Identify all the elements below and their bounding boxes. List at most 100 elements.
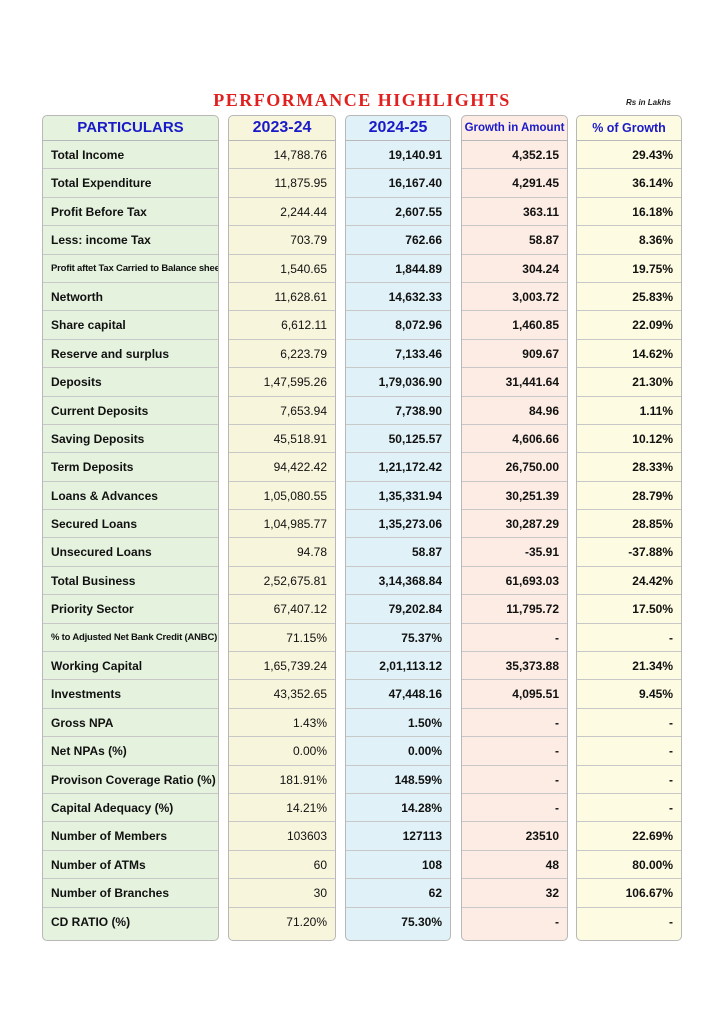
cell-fy-2024-25: 762.66: [346, 226, 450, 255]
cell-growth-percent: 28.85%: [577, 510, 681, 539]
row-label: Networth: [43, 283, 218, 312]
cell-growth-percent: -: [577, 766, 681, 794]
cell-fy-2023-24: 14.21%: [229, 794, 335, 823]
cell-fy-2024-25: 14.28%: [346, 794, 450, 823]
cell-fy-2023-24: 30: [229, 879, 335, 908]
row-label: Less: income Tax: [43, 226, 218, 255]
page-title: PERFORMANCE HIGHLIGHTS: [213, 90, 511, 110]
cell-fy-2023-24: 43,352.65: [229, 680, 335, 709]
cell-fy-2023-24: 71.20%: [286, 914, 327, 929]
cell-fy-2023-24: 1,65,739.24: [229, 652, 335, 681]
row-label: Provison Coverage Ratio (%): [43, 766, 218, 794]
row-label: Investments: [43, 680, 218, 709]
cell-fy-2023-24: 45,518.91: [229, 425, 335, 454]
cell-fy-2023-24: 0.00%: [229, 737, 335, 766]
row-label: Total Business: [43, 567, 218, 596]
column-header-particulars: PARTICULARS: [43, 116, 218, 141]
cell-growth-amount: 35,373.88: [462, 652, 567, 681]
cell-fy-2023-24: 67,407.12: [229, 595, 335, 624]
row-label: Deposits: [43, 368, 218, 397]
cell-fy-2023-24: 1.43%: [229, 709, 335, 738]
cell-fy-2024-25: 62: [346, 879, 450, 908]
cell-growth-percent: 17.50%: [577, 595, 681, 624]
cell-fy-2024-25: 1.50%: [346, 709, 450, 738]
cell-growth-amount: 3,003.72: [462, 283, 567, 312]
cell-growth-percent: 25.83%: [577, 283, 681, 312]
cell-fy-2024-25: 1,844.89: [346, 255, 450, 283]
cell-fy-2024-25: 8,072.96: [346, 311, 450, 340]
row-label: CD RATIO (%): [51, 914, 131, 929]
cell-fy-2023-24: 94.78: [229, 538, 335, 567]
cell-fy-2024-25: 127113: [346, 822, 450, 851]
cell-growth-amount: 31,441.64: [462, 368, 567, 397]
row-label: Share capital: [43, 311, 218, 340]
row-label: Priority Sector: [43, 595, 218, 624]
cell-growth-amount: 84.96: [462, 397, 567, 425]
cell-fy-2023-24: 14,788.76: [229, 141, 335, 170]
row-label: Net NPAs (%): [43, 737, 218, 766]
cell-fy-2024-25: 7,738.90: [346, 397, 450, 425]
cell-growth-percent: -: [577, 624, 681, 653]
cell-fy-2023-24: 6,223.79: [229, 340, 335, 369]
cell-growth-amount: 23510: [462, 822, 567, 851]
cell-growth-percent: -: [669, 914, 673, 929]
cell-growth-amount: 48: [462, 851, 567, 880]
cell-fy-2024-25: 14,632.33: [346, 283, 450, 312]
column-growth-percent: % of Growth 29.43% 36.14% 16.18% 8.36% 19.75%…: [576, 115, 682, 941]
cell-growth-amount: -: [462, 794, 567, 823]
cell-fy-2024-25: 2,607.55: [346, 198, 450, 227]
cell-fy-2024-25: 3,14,368.84: [346, 567, 450, 596]
cell-fy-2024-25: 148.59%: [346, 766, 450, 794]
cell-fy-2023-24: 60: [229, 851, 335, 880]
cell-fy-2024-25: 0.00%: [346, 737, 450, 766]
row-label: Number of ATMs: [43, 851, 218, 880]
row-label: Profit aftet Tax Carried to Balance shee…: [43, 255, 218, 283]
row-label: Secured Loans: [43, 510, 218, 539]
cell-growth-percent: 16.18%: [577, 198, 681, 227]
cell-growth-percent: 36.14%: [577, 169, 681, 198]
row-label: Loans & Advances: [43, 482, 218, 511]
cell-fy-2024-25: 75.37%: [346, 624, 450, 653]
row-label: Profit Before Tax: [43, 198, 218, 227]
cell-fy-2024-25: 1,35,331.94: [346, 482, 450, 511]
cell-fy-2023-24: 181.91%: [229, 766, 335, 794]
row-label: Number of Branches: [43, 879, 218, 908]
cell-growth-amount: -: [462, 624, 567, 653]
column-header-fy-2024-25: 2024-25: [346, 116, 450, 141]
cell-fy-2023-24: 11,628.61: [229, 283, 335, 312]
cell-growth-amount: 58.87: [462, 226, 567, 255]
cell-growth-percent: 22.69%: [577, 822, 681, 851]
cell-growth-amount: 363.11: [462, 198, 567, 227]
cell-fy-2024-25: 1,21,172.42: [346, 453, 450, 482]
cell-fy-2024-25: 1,35,273.06: [346, 510, 450, 539]
cell-fy-2024-25: 108: [346, 851, 450, 880]
cell-growth-amount: 61,693.03: [462, 567, 567, 596]
cell-growth-amount: 4,352.15: [462, 141, 567, 170]
cell-growth-percent: 22.09%: [577, 311, 681, 340]
cell-fy-2023-24: 703.79: [229, 226, 335, 255]
cell-fy-2023-24: 103603: [229, 822, 335, 851]
cell-fy-2023-24: 1,47,595.26: [229, 368, 335, 397]
row-label: Number of Members: [43, 822, 218, 851]
cell-fy-2023-24: 71.15%: [229, 624, 335, 653]
cell-growth-percent: 80.00%: [577, 851, 681, 880]
row-label: Total Expenditure: [43, 169, 218, 198]
cell-growth-amount: 30,251.39: [462, 482, 567, 511]
column-header-fy-2023-24: 2023-24: [229, 116, 335, 141]
cell-fy-2023-24: 6,612.11: [229, 311, 335, 340]
cell-fy-2023-24: 11,875.95: [229, 169, 335, 198]
cell-fy-2023-24: 7,653.94: [229, 397, 335, 425]
cell-growth-amount: -: [462, 737, 567, 766]
cell-fy-2024-25: 19,140.91: [346, 141, 450, 170]
cell-growth-amount: 1,460.85: [462, 311, 567, 340]
row-label: Capital Adequacy (%): [43, 794, 218, 823]
cell-fy-2024-25: 1,79,036.90: [346, 368, 450, 397]
cell-growth-amount: 11,795.72: [462, 595, 567, 624]
column-fy-2024-25: 2024-25 19,140.91 16,167.40 2,607.55 762.66 1…: [345, 115, 451, 941]
cell-growth-amount: -: [555, 914, 559, 929]
cell-growth-percent: 14.62%: [577, 340, 681, 369]
cell-growth-amount: -: [462, 709, 567, 738]
cell-fy-2024-25: 2,01,113.12: [346, 652, 450, 681]
row-label: Current Deposits: [43, 397, 218, 425]
cell-growth-amount: -35.91: [462, 538, 567, 567]
